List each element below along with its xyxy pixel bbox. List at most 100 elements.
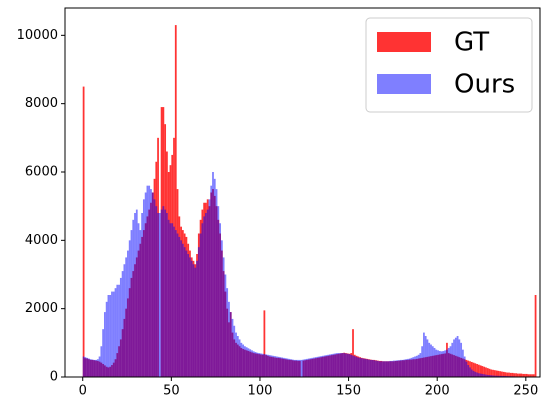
- bar: [111, 291, 113, 377]
- bar: [89, 359, 92, 377]
- bar: [86, 357, 89, 377]
- bar: [127, 250, 129, 377]
- bar: [360, 358, 363, 377]
- bar: [446, 349, 448, 377]
- bar: [493, 375, 496, 377]
- bar: [316, 356, 319, 377]
- y-tick-label: 4000: [25, 233, 58, 248]
- bar: [112, 291, 115, 377]
- bar: [128, 240, 131, 377]
- bar: [314, 357, 317, 377]
- bar: [162, 206, 165, 377]
- bar: [508, 372, 510, 377]
- legend-label: GT: [454, 28, 489, 58]
- bar: [298, 359, 301, 377]
- bar: [476, 364, 478, 377]
- bar: [98, 356, 101, 377]
- bar: [258, 353, 260, 377]
- bar: [516, 373, 519, 377]
- bar: [415, 355, 418, 377]
- bar: [118, 284, 120, 377]
- bar: [506, 372, 509, 377]
- x-tick-label: 100: [248, 384, 273, 399]
- bar: [213, 178, 216, 377]
- bar: [247, 348, 250, 377]
- bar: [220, 240, 223, 377]
- bar: [366, 359, 369, 377]
- bar: [153, 199, 156, 377]
- bar: [401, 359, 404, 377]
- bar: [477, 373, 480, 377]
- bar: [433, 347, 436, 377]
- bar: [256, 352, 259, 377]
- bar: [327, 354, 330, 377]
- bar: [405, 359, 408, 377]
- bar: [477, 364, 480, 377]
- bar: [447, 347, 450, 377]
- bar: [373, 360, 376, 377]
- bar: [462, 349, 464, 377]
- bar: [88, 358, 90, 377]
- bar: [485, 374, 487, 377]
- bar: [515, 373, 517, 377]
- bar: [95, 359, 97, 377]
- bar: [240, 342, 243, 377]
- bar: [527, 374, 530, 377]
- bar: [398, 360, 400, 377]
- bar: [270, 355, 273, 377]
- bar: [231, 318, 234, 377]
- bar: [469, 367, 471, 377]
- bar: [205, 213, 207, 377]
- bar: [502, 371, 505, 377]
- bar: [132, 219, 135, 377]
- bar: [454, 337, 457, 377]
- bar: [431, 346, 434, 377]
- bar: [440, 351, 443, 377]
- bar: [424, 336, 427, 377]
- bar: [201, 223, 204, 377]
- y-tick-label: 2000: [25, 301, 58, 316]
- bar: [263, 310, 266, 377]
- bar: [428, 342, 431, 377]
- bar: [321, 355, 324, 377]
- bar: [194, 267, 197, 377]
- bar: [137, 223, 140, 377]
- bar: [458, 339, 461, 377]
- bar: [497, 375, 500, 377]
- bar: [394, 360, 397, 377]
- bar: [490, 375, 493, 377]
- bar: [325, 355, 328, 377]
- bar: [495, 370, 498, 377]
- bar: [100, 346, 103, 377]
- bar: [513, 373, 516, 377]
- bar: [456, 336, 459, 377]
- bar: [352, 355, 354, 377]
- bar: [430, 344, 432, 377]
- bar: [426, 339, 429, 377]
- x-tick-label: 0: [79, 384, 87, 399]
- bar: [174, 230, 177, 377]
- bar: [197, 247, 200, 377]
- axes-frame: [64, 7, 541, 378]
- bar: [329, 354, 331, 377]
- bar: [453, 339, 455, 377]
- bar: [389, 360, 392, 377]
- bar: [357, 357, 360, 377]
- bar: [265, 354, 268, 377]
- legend-swatch: [377, 32, 431, 52]
- y-tick-label: 10000: [17, 28, 58, 43]
- bar: [167, 219, 170, 377]
- bar: [254, 352, 257, 377]
- bar: [142, 199, 145, 377]
- bar: [531, 374, 533, 377]
- bar: [499, 375, 502, 377]
- bar: [499, 371, 502, 377]
- bar: [492, 375, 494, 377]
- bar: [293, 359, 296, 377]
- bar: [91, 359, 94, 377]
- bar: [486, 374, 489, 377]
- bar: [472, 370, 475, 377]
- bar: [391, 360, 393, 377]
- bar: [244, 346, 246, 377]
- bar: [130, 230, 133, 377]
